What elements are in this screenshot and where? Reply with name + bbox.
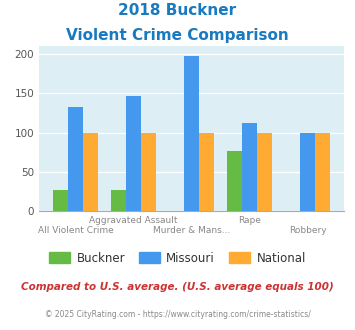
Bar <box>68 108 83 211</box>
Bar <box>227 151 242 211</box>
Bar <box>126 96 141 211</box>
Text: Robbery: Robbery <box>289 226 327 235</box>
Bar <box>315 133 331 211</box>
Text: Compared to U.S. average. (U.S. average equals 100): Compared to U.S. average. (U.S. average … <box>21 282 334 292</box>
Text: Murder & Mans...: Murder & Mans... <box>153 226 230 235</box>
Legend: Buckner, Missouri, National: Buckner, Missouri, National <box>44 247 311 269</box>
Bar <box>184 56 199 211</box>
Bar <box>53 190 68 211</box>
Text: Aggravated Assault: Aggravated Assault <box>89 216 178 225</box>
Text: © 2025 CityRating.com - https://www.cityrating.com/crime-statistics/: © 2025 CityRating.com - https://www.city… <box>45 310 310 319</box>
Bar <box>257 133 272 211</box>
Bar <box>199 133 214 211</box>
Text: Rape: Rape <box>238 216 261 225</box>
Text: Violent Crime Comparison: Violent Crime Comparison <box>66 28 289 43</box>
Text: 2018 Buckner: 2018 Buckner <box>119 3 236 18</box>
Bar <box>300 133 315 211</box>
Bar <box>83 133 98 211</box>
Bar <box>141 133 156 211</box>
Bar <box>111 190 126 211</box>
Text: All Violent Crime: All Violent Crime <box>38 226 114 235</box>
Bar <box>242 123 257 211</box>
